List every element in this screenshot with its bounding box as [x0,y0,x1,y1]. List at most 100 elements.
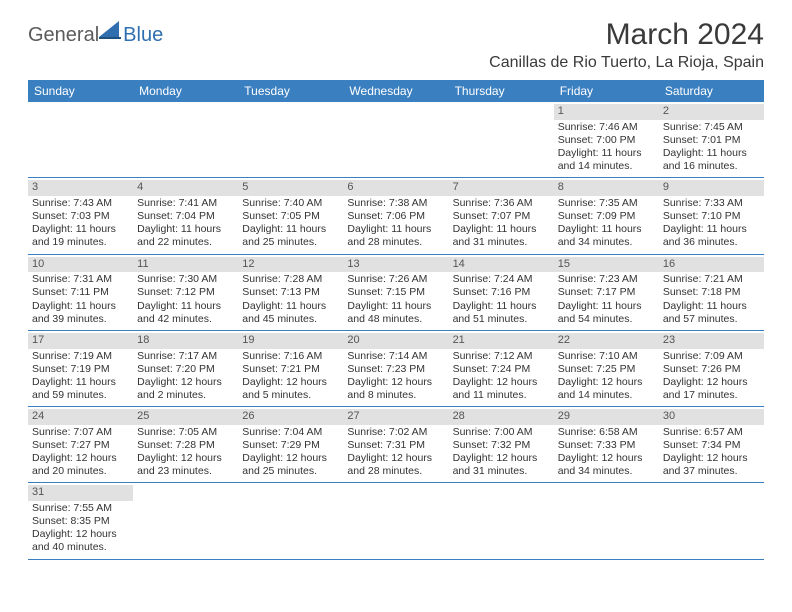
day-cell: 15Sunrise: 7:23 AMSunset: 7:17 PMDayligh… [554,255,659,330]
day-cell: 21Sunrise: 7:12 AMSunset: 7:24 PMDayligh… [449,331,554,406]
daylight-text: Daylight: 11 hours and 22 minutes. [137,223,234,249]
daylight-text: Daylight: 11 hours and 14 minutes. [558,147,655,173]
day-cell: 12Sunrise: 7:28 AMSunset: 7:13 PMDayligh… [238,255,343,330]
day-number [238,104,343,120]
weekday-header: Saturday [659,80,764,102]
day-number: 4 [133,180,238,196]
sunset-text: Sunset: 7:11 PM [32,286,129,299]
sunset-text: Sunset: 7:26 PM [663,363,760,376]
day-number: 22 [554,333,659,349]
sunset-text: Sunset: 7:23 PM [347,363,444,376]
sunrise-text: Sunrise: 7:26 AM [347,273,444,286]
day-number: 3 [28,180,133,196]
day-number: 1 [554,104,659,120]
day-number [449,104,554,120]
daylight-text: Daylight: 11 hours and 51 minutes. [453,300,550,326]
sunset-text: Sunset: 7:25 PM [558,363,655,376]
day-cell: 9Sunrise: 7:33 AMSunset: 7:10 PMDaylight… [659,178,764,253]
sunset-text: Sunset: 7:15 PM [347,286,444,299]
daylight-text: Daylight: 12 hours and 14 minutes. [558,376,655,402]
sunrise-text: Sunrise: 7:17 AM [137,350,234,363]
day-cell: 25Sunrise: 7:05 AMSunset: 7:28 PMDayligh… [133,407,238,482]
sunrise-text: Sunrise: 7:30 AM [137,273,234,286]
daylight-text: Daylight: 11 hours and 54 minutes. [558,300,655,326]
day-number: 17 [28,333,133,349]
weekday-header: Sunday [28,80,133,102]
day-cell: 17Sunrise: 7:19 AMSunset: 7:19 PMDayligh… [28,331,133,406]
day-number [554,485,659,501]
day-cell: 7Sunrise: 7:36 AMSunset: 7:07 PMDaylight… [449,178,554,253]
title-block: March 2024 Canillas de Rio Tuerto, La Ri… [489,18,764,72]
sunrise-text: Sunrise: 7:38 AM [347,197,444,210]
sunrise-text: Sunrise: 7:14 AM [347,350,444,363]
daylight-text: Daylight: 12 hours and 40 minutes. [32,528,129,554]
sunrise-text: Sunrise: 7:46 AM [558,121,655,134]
sunset-text: Sunset: 7:13 PM [242,286,339,299]
day-number: 7 [449,180,554,196]
sunrise-text: Sunrise: 7:23 AM [558,273,655,286]
sunset-text: Sunset: 7:24 PM [453,363,550,376]
sunrise-text: Sunrise: 7:35 AM [558,197,655,210]
sunset-text: Sunset: 7:31 PM [347,439,444,452]
day-cell: 2Sunrise: 7:45 AMSunset: 7:01 PMDaylight… [659,102,764,177]
weekday-header: Wednesday [343,80,448,102]
day-cell: 4Sunrise: 7:41 AMSunset: 7:04 PMDaylight… [133,178,238,253]
week-row: 17Sunrise: 7:19 AMSunset: 7:19 PMDayligh… [28,331,764,407]
day-number: 11 [133,257,238,273]
sail-icon [99,21,121,39]
day-number [343,485,448,501]
sunset-text: Sunset: 7:00 PM [558,134,655,147]
sunset-text: Sunset: 7:16 PM [453,286,550,299]
sunset-text: Sunset: 7:29 PM [242,439,339,452]
day-number: 31 [28,485,133,501]
day-cell: 27Sunrise: 7:02 AMSunset: 7:31 PMDayligh… [343,407,448,482]
day-number: 5 [238,180,343,196]
daylight-text: Daylight: 12 hours and 34 minutes. [558,452,655,478]
sunrise-text: Sunrise: 7:12 AM [453,350,550,363]
day-cell: 26Sunrise: 7:04 AMSunset: 7:29 PMDayligh… [238,407,343,482]
sunrise-text: Sunrise: 6:58 AM [558,426,655,439]
empty-cell [133,483,238,558]
day-number [238,485,343,501]
daylight-text: Daylight: 11 hours and 42 minutes. [137,300,234,326]
logo-text-blue: Blue [123,24,163,47]
daylight-text: Daylight: 12 hours and 5 minutes. [242,376,339,402]
daylight-text: Daylight: 11 hours and 57 minutes. [663,300,760,326]
daylight-text: Daylight: 11 hours and 25 minutes. [242,223,339,249]
day-number: 16 [659,257,764,273]
weeks-container: 1Sunrise: 7:46 AMSunset: 7:00 PMDaylight… [28,102,764,560]
day-number: 12 [238,257,343,273]
day-cell: 19Sunrise: 7:16 AMSunset: 7:21 PMDayligh… [238,331,343,406]
day-number: 13 [343,257,448,273]
day-number [28,104,133,120]
day-cell: 1Sunrise: 7:46 AMSunset: 7:00 PMDaylight… [554,102,659,177]
daylight-text: Daylight: 12 hours and 37 minutes. [663,452,760,478]
empty-cell [343,483,448,558]
day-number: 26 [238,409,343,425]
sunrise-text: Sunrise: 7:55 AM [32,502,129,515]
sunset-text: Sunset: 7:07 PM [453,210,550,223]
day-number [449,485,554,501]
daylight-text: Daylight: 11 hours and 19 minutes. [32,223,129,249]
empty-cell [28,102,133,177]
sunset-text: Sunset: 7:17 PM [558,286,655,299]
sunset-text: Sunset: 7:27 PM [32,439,129,452]
day-cell: 8Sunrise: 7:35 AMSunset: 7:09 PMDaylight… [554,178,659,253]
sunset-text: Sunset: 7:34 PM [663,439,760,452]
day-number: 9 [659,180,764,196]
sunrise-text: Sunrise: 7:41 AM [137,197,234,210]
week-row: 10Sunrise: 7:31 AMSunset: 7:11 PMDayligh… [28,255,764,331]
day-cell: 10Sunrise: 7:31 AMSunset: 7:11 PMDayligh… [28,255,133,330]
daylight-text: Daylight: 11 hours and 36 minutes. [663,223,760,249]
sunrise-text: Sunrise: 7:24 AM [453,273,550,286]
week-row: 1Sunrise: 7:46 AMSunset: 7:00 PMDaylight… [28,102,764,178]
weekday-header: Monday [133,80,238,102]
sunset-text: Sunset: 7:05 PM [242,210,339,223]
day-cell: 5Sunrise: 7:40 AMSunset: 7:05 PMDaylight… [238,178,343,253]
sunset-text: Sunset: 7:03 PM [32,210,129,223]
sunset-text: Sunset: 7:12 PM [137,286,234,299]
daylight-text: Daylight: 11 hours and 34 minutes. [558,223,655,249]
sunrise-text: Sunrise: 7:43 AM [32,197,129,210]
sunset-text: Sunset: 7:06 PM [347,210,444,223]
day-number [133,485,238,501]
